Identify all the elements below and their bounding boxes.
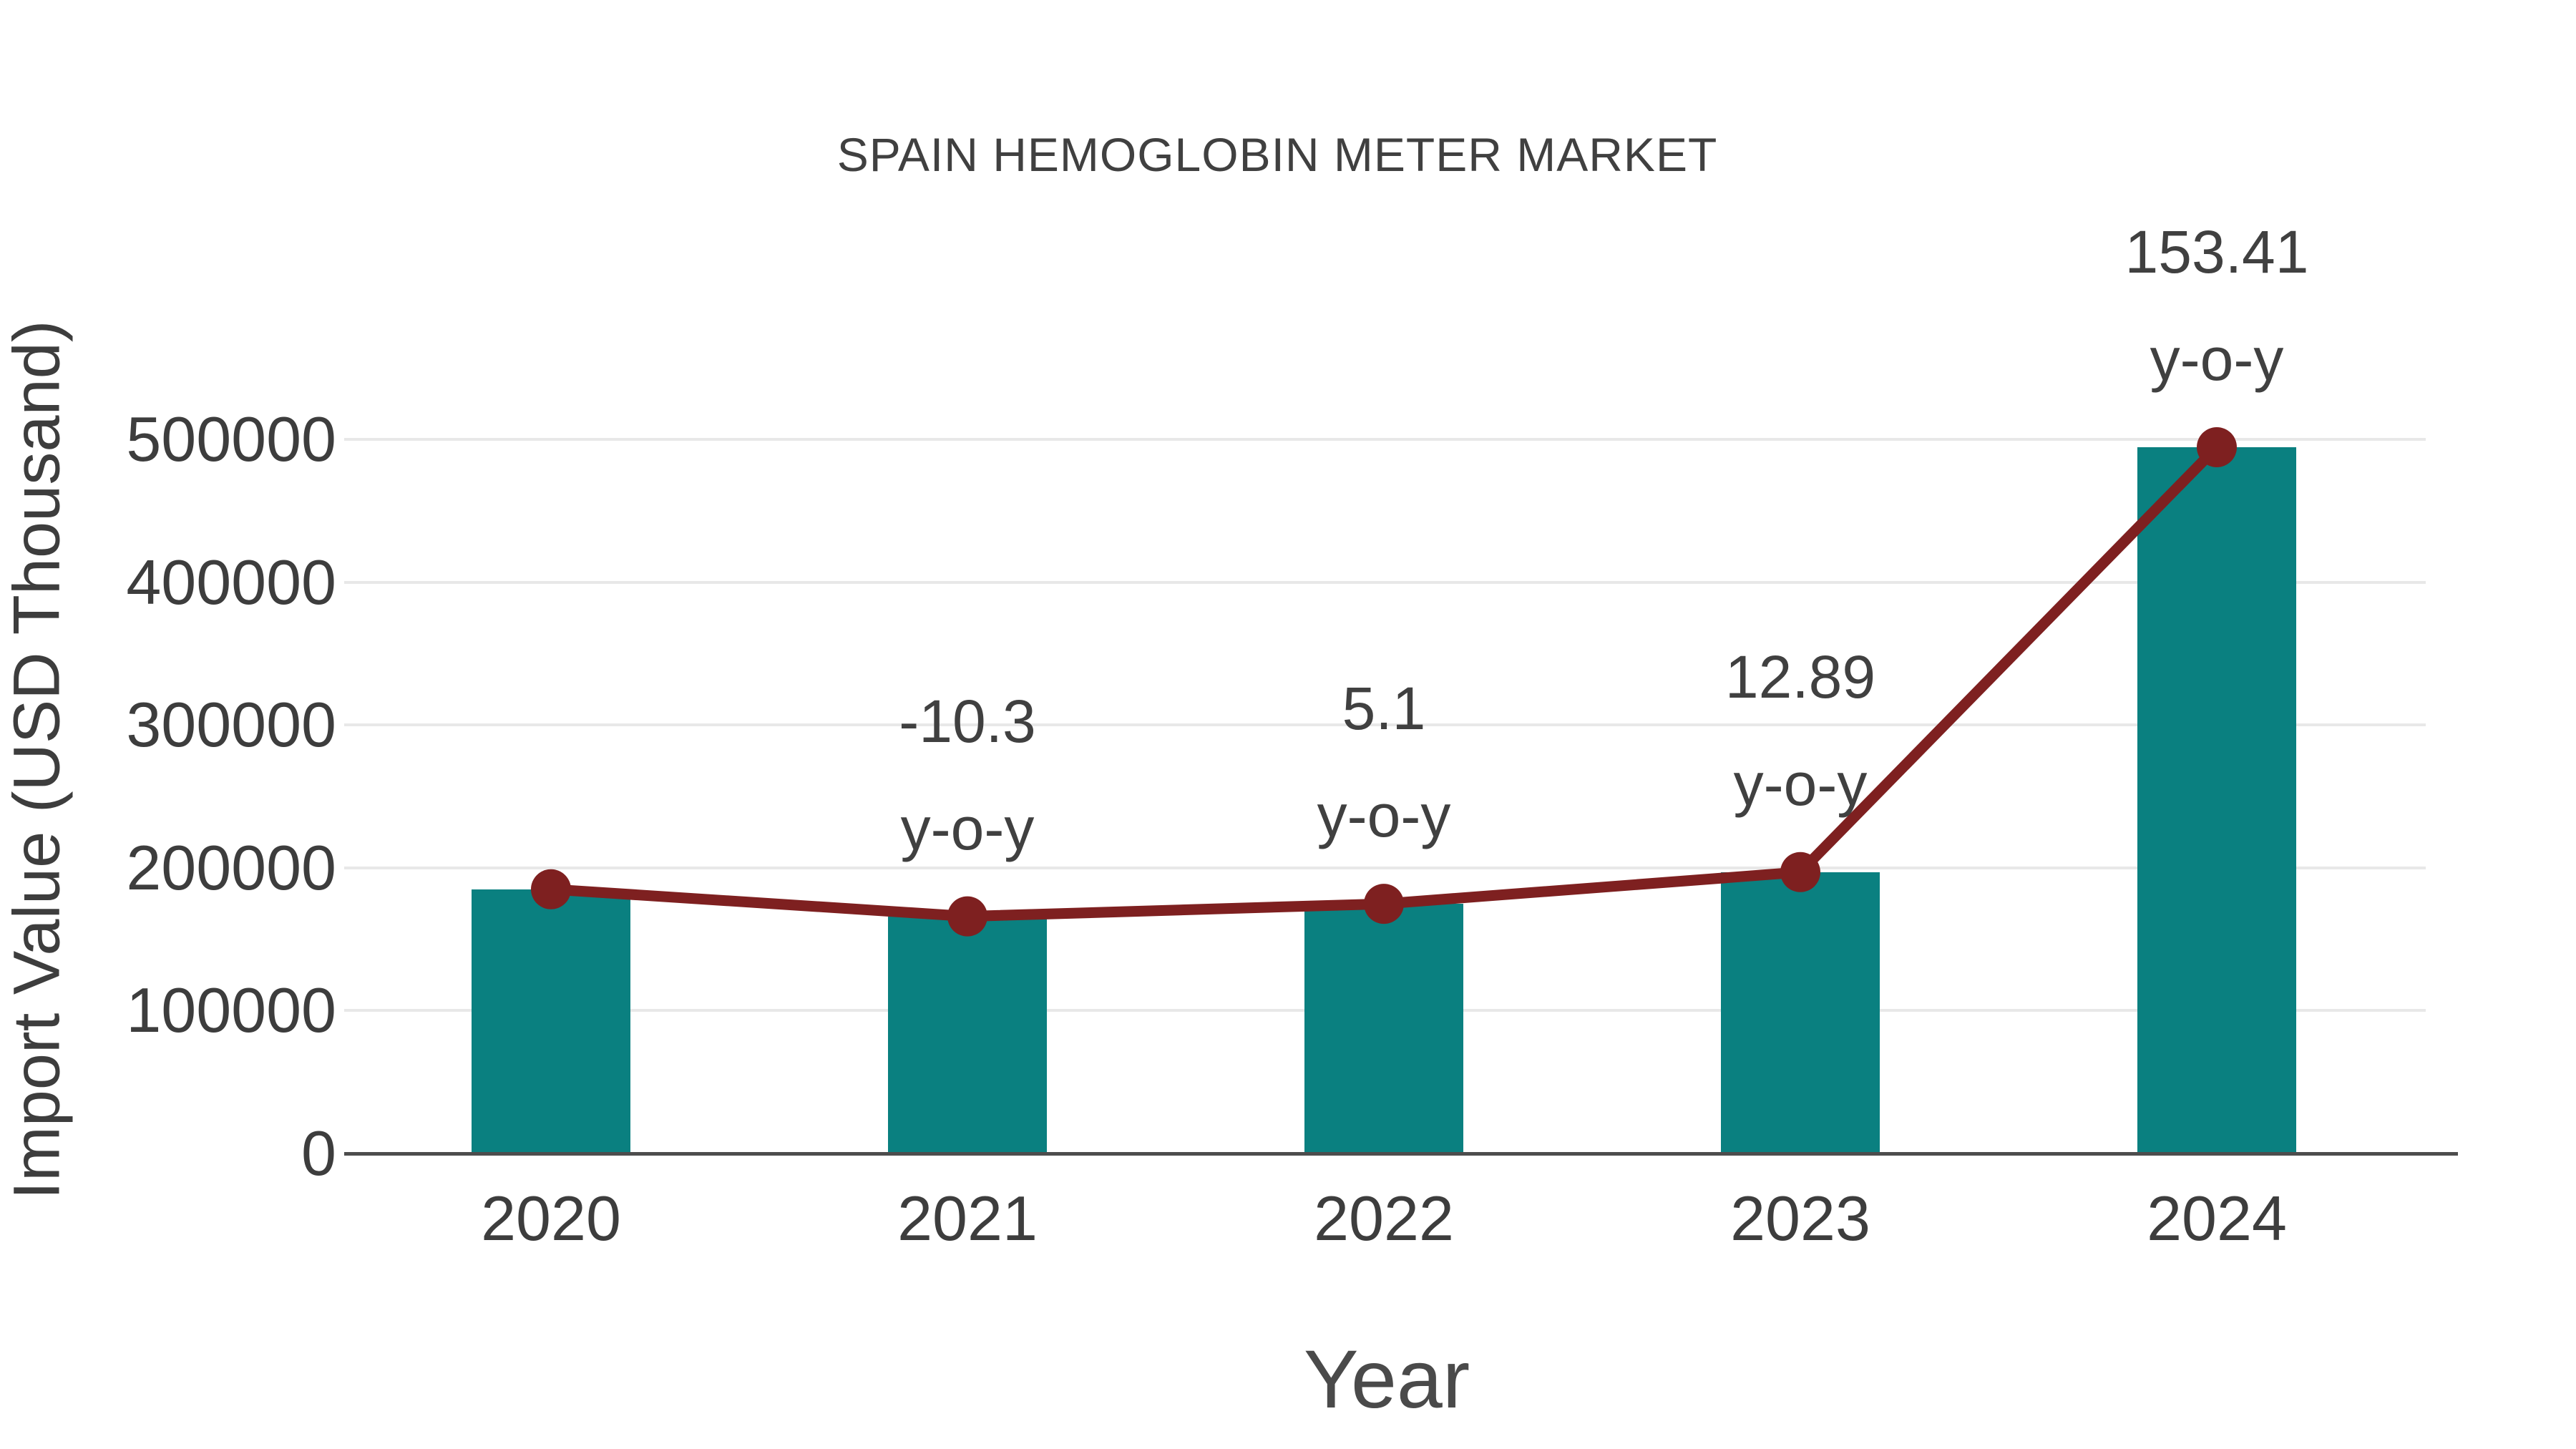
gridline — [344, 580, 2426, 584]
data-point-marker — [1780, 852, 1820, 892]
y-tick-label: 100000 — [126, 975, 336, 1046]
bar-2021 — [888, 916, 1047, 1153]
y-tick-label: 400000 — [126, 546, 336, 618]
y-tick-label: 500000 — [126, 404, 336, 474]
bar-2022 — [1304, 904, 1463, 1153]
yoy-annotation: -10.3 y-o-y — [899, 668, 1035, 882]
y-tick-label: 200000 — [126, 831, 336, 903]
data-point-marker — [1364, 884, 1404, 924]
yoy-suffix: y-o-y — [2150, 325, 2284, 393]
y-axis-title: Import Value (USD Thousand) — [0, 320, 74, 1200]
yoy-annotation: 12.89 y-o-y — [1725, 623, 1875, 838]
x-tick-label: 2023 — [1730, 1183, 1870, 1254]
yoy-value: 5.1 — [1342, 675, 1426, 743]
yoy-suffix: y-o-y — [900, 794, 1035, 862]
yoy-value: -10.3 — [899, 687, 1036, 755]
x-tick-label: 2020 — [481, 1183, 621, 1254]
y-tick-label: 0 — [301, 1118, 336, 1189]
plot-area — [344, 438, 2426, 1153]
yoy-suffix: y-o-y — [1317, 782, 1451, 850]
yoy-value: 12.89 — [1724, 643, 1876, 711]
bar-2020 — [472, 889, 630, 1153]
data-point-marker — [531, 869, 571, 909]
x-axis-title: Year — [1303, 1334, 1470, 1425]
x-tick-label: 2024 — [2147, 1183, 2287, 1254]
x-tick-label: 2022 — [1314, 1183, 1454, 1254]
bar-2023 — [1721, 872, 1880, 1153]
yoy-value: 153.41 — [2124, 218, 2309, 286]
x-axis-line — [344, 1152, 2458, 1156]
data-point-marker — [947, 896, 987, 937]
trend-line-svg — [531, 426, 2237, 937]
gridline — [344, 866, 2426, 869]
x-tick-label: 2021 — [897, 1183, 1038, 1254]
bar-2024 — [2137, 447, 2296, 1153]
yoy-annotation: 5.1 y-o-y — [1317, 655, 1451, 869]
yoy-annotation: 153.41 y-o-y — [2125, 198, 2309, 413]
y-tick-label: 300000 — [126, 689, 336, 761]
yoy-suffix: y-o-y — [1733, 750, 1868, 818]
chart-title: SPAIN HEMOGLOBIN METER MARKET — [836, 128, 1718, 181]
gridline — [344, 723, 2426, 727]
data-point-marker — [2197, 426, 2237, 467]
gridline — [344, 438, 2426, 441]
